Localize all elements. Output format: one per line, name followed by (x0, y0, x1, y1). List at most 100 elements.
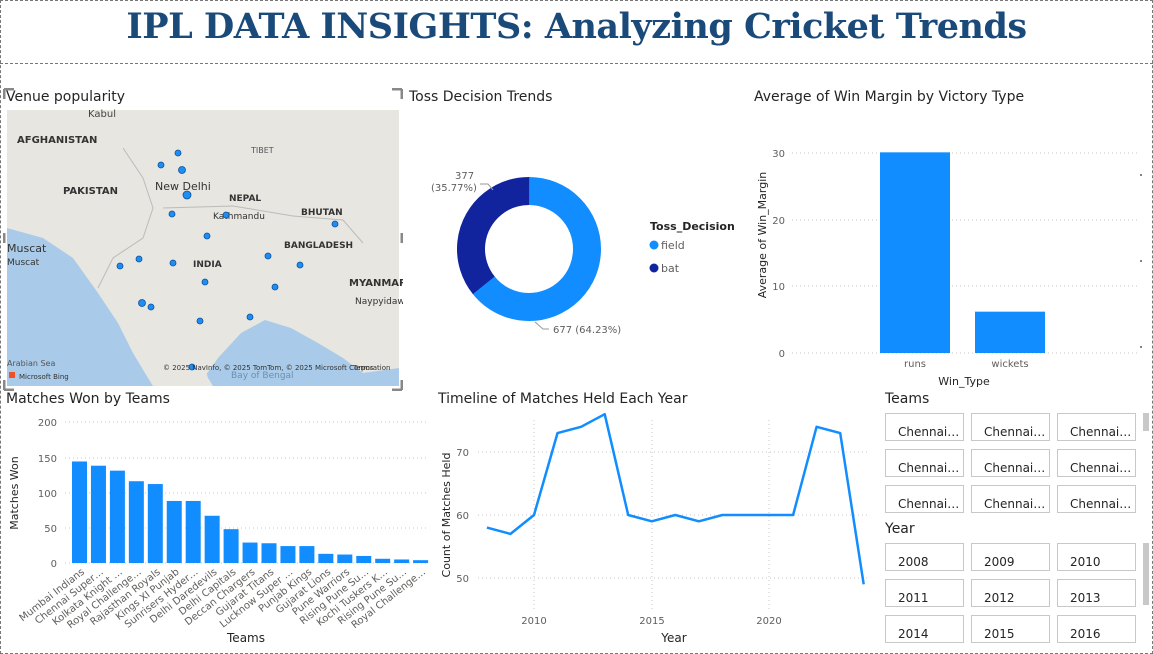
legend-title: Toss_Decision (650, 220, 735, 233)
map-label-tibet: TIBET (250, 146, 274, 155)
map-label-afghanistan: AFGHANISTAN (17, 135, 97, 146)
timeline-ytick: 70 (456, 448, 469, 459)
teams-xlabel: Teams (226, 631, 265, 645)
teams-ytick: 0 (51, 559, 57, 570)
win-margin-chart[interactable]: 0 10 20 30 runs wickets Win_Type Average… (750, 135, 1150, 395)
timeline-xtick: 2020 (756, 616, 781, 627)
map-terms-link: Terms (352, 364, 374, 372)
teams-slicer-item[interactable]: Chennai… (1057, 413, 1136, 441)
margin-ylabel: Average of Win_Margin (756, 172, 769, 299)
team-bar (413, 560, 429, 563)
venue-marker (182, 190, 192, 200)
timeline-chart-title: Timeline of Matches Held Each Year (438, 391, 688, 407)
teams-slicer-scrollbar[interactable] (1143, 413, 1149, 431)
timeline-series-line (486, 412, 865, 585)
team-bar (318, 553, 334, 563)
venue-marker (147, 303, 155, 311)
venue-marker (331, 220, 339, 228)
year-slicer-item[interactable]: 2014 (885, 615, 964, 643)
toss-donut-chart[interactable]: 377 (35.77%) 677 (64.23%) Toss_Decision … (405, 110, 745, 350)
team-bar (299, 546, 315, 563)
timeline-ytick: 60 (456, 511, 469, 522)
venue-marker (178, 166, 186, 174)
teams-slicer-item[interactable]: Chennai… (885, 413, 964, 441)
timeline-xtick: 2015 (639, 616, 664, 627)
venue-marker (201, 278, 209, 286)
year-slicer-item[interactable]: 2010 (1057, 543, 1136, 571)
year-slicer-item[interactable]: 2011 (885, 579, 964, 607)
map-title: Venue popularity (6, 89, 126, 105)
venue-marker (157, 161, 165, 169)
legend-field-label: field (661, 239, 685, 252)
team-bar (166, 500, 182, 563)
map-label-kathmandu: Kathmandu (213, 212, 265, 222)
map-label-pakistan: PAKISTAN (63, 186, 118, 197)
donut-label-field: 677 (64.23%) (553, 325, 621, 336)
venue-marker (168, 210, 176, 218)
team-bar (109, 470, 125, 563)
map-label-muscat-city: Muscat (7, 258, 40, 268)
map-sea-west (7, 228, 153, 386)
team-bar (204, 515, 220, 563)
teams-slicer-title: Teams (885, 391, 930, 407)
teams-slicer-item[interactable]: Chennai… (1057, 449, 1136, 477)
map-label-arabian-sea: Arabian Sea (7, 359, 55, 368)
margin-bar (880, 152, 950, 353)
timeline-ylabel: Count of Matches Held (440, 453, 453, 578)
map-label-bhutan: BHUTAN (301, 208, 343, 218)
legend-field-marker (649, 240, 659, 250)
venue-marker (196, 317, 204, 325)
teams-slicer-item[interactable]: Chennai… (1057, 485, 1136, 513)
margin-xlabel: Win_Type (938, 375, 990, 388)
year-slicer-scrollbar[interactable] (1143, 543, 1149, 605)
year-slicer-item[interactable]: 2015 (971, 615, 1050, 643)
timeline-gridlines (478, 420, 868, 610)
year-slicer-item[interactable]: 2012 (971, 579, 1050, 607)
teams-chart-title: Matches Won by Teams (6, 391, 170, 407)
year-slicer-item[interactable]: 2009 (971, 543, 1050, 571)
team-bar (147, 484, 163, 563)
year-slicer-title: Year (885, 521, 915, 537)
toss-chart-title: Toss Decision Trends (409, 89, 553, 105)
year-slicer-item[interactable]: 2008 (885, 543, 964, 571)
donut-label-bat-pct: (35.77%) (431, 183, 477, 194)
timeline-ytick: 50 (456, 574, 469, 585)
venue-marker (271, 283, 279, 291)
map-label-new-delhi: New Delhi (155, 180, 211, 193)
map-label-naypyidaw: Naypyidaw (355, 297, 403, 307)
teams-slicer-item[interactable]: Chennai… (971, 449, 1050, 477)
venue-marker (188, 363, 196, 371)
venue-marker (169, 259, 177, 267)
team-bar (223, 529, 239, 563)
teams-slicer-item[interactable]: Chennai… (971, 485, 1050, 513)
margin-chart-title: Average of Win Margin by Victory Type (754, 89, 1025, 105)
margin-bars (880, 152, 1045, 353)
header-divider (0, 63, 1153, 64)
team-bar (72, 461, 87, 563)
margin-xtick-wickets: wickets (991, 359, 1028, 370)
year-slicer-item[interactable]: 2013 (1057, 579, 1136, 607)
margin-ytick: 30 (772, 149, 785, 160)
venue-marker (296, 261, 304, 269)
teams-slicer-item[interactable]: Chennai… (971, 413, 1050, 441)
teams-slicer-item[interactable]: Chennai… (885, 485, 964, 513)
map-label-muscat-country: Muscat (7, 242, 47, 255)
timeline-xlabel: Year (660, 631, 686, 645)
teams-slicer-item[interactable]: Chennai… (885, 449, 964, 477)
teams-ytick: 100 (38, 489, 57, 500)
teams-ytick: 150 (38, 454, 57, 465)
bing-logo-icon (9, 372, 15, 378)
team-bar (90, 465, 106, 563)
margin-xtick-runs: runs (904, 359, 926, 370)
venue-map[interactable]: Kabul AFGHANISTAN PAKISTAN New Delhi NEP… (3, 88, 403, 391)
year-slicer-item[interactable]: 2016 (1057, 615, 1136, 643)
page-title: IPL DATA INSIGHTS: Analyzing Cricket Tre… (126, 6, 1027, 47)
margin-ytick: 10 (772, 282, 785, 293)
team-bar (337, 554, 353, 563)
timeline-chart[interactable]: 50 60 70 2010 2015 2020 Year Count of Ma… (436, 410, 876, 650)
team-bar (128, 481, 144, 563)
teams-ytick: 200 (38, 418, 57, 429)
team-bar (394, 559, 410, 563)
